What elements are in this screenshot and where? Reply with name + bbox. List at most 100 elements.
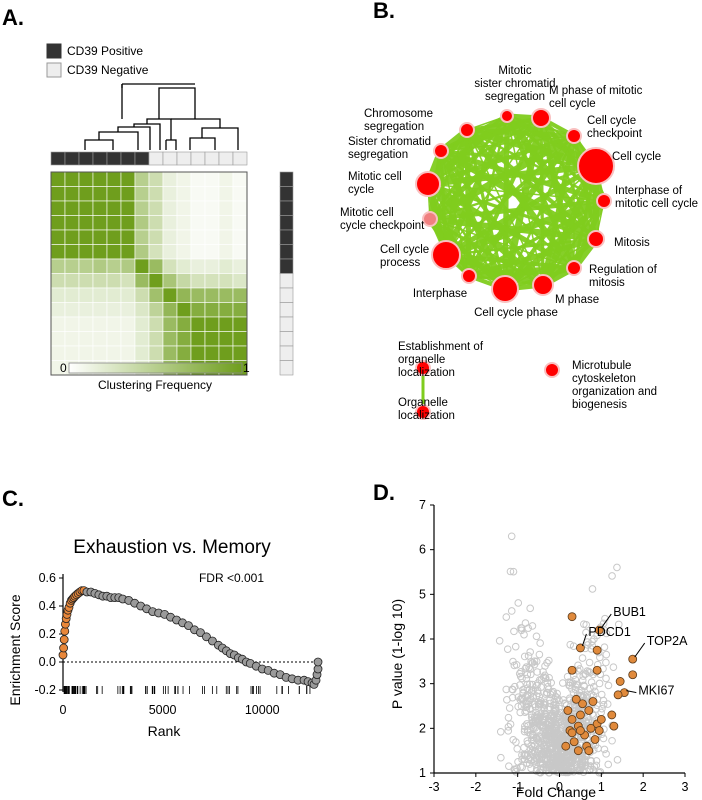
- matrix-cell: [162, 186, 178, 202]
- matrix-cell: [50, 186, 66, 202]
- volcano-bg-point: [522, 663, 531, 671]
- matrix-cell: [148, 345, 164, 361]
- matrix-cell: [92, 200, 108, 216]
- volcano-highlight-point: [609, 721, 619, 731]
- volcano-bg-point: [512, 738, 520, 746]
- volcano-bg-point: [520, 630, 528, 639]
- sample-class-bar: [50, 151, 248, 166]
- volcano-bg-point: [520, 722, 529, 730]
- volcano-x-tick-label: -3: [428, 780, 439, 794]
- matrix-cell: [106, 229, 122, 245]
- gsea-axes: -0.2 0.0 0.2 0.4 0.6 0 5000 10000: [34, 571, 322, 717]
- volcano-gene-label: TOP2A: [647, 634, 688, 648]
- matrix-cell: [162, 200, 178, 216]
- volcano-bg-point: [567, 755, 576, 764]
- volcano-bg-point: [537, 744, 546, 753]
- volcano-highlight-point: [567, 728, 577, 738]
- gsea-point: [208, 636, 217, 646]
- volcano-bg-point: [526, 680, 534, 689]
- matrix-cell: [204, 215, 220, 231]
- matrix-cell: [232, 302, 248, 318]
- matrix-cell: [162, 229, 178, 245]
- volcano-bg-point: [542, 763, 550, 772]
- network-edges: [424, 113, 608, 292]
- volcano-bg-point: [551, 704, 560, 713]
- volcano-bg-point: [588, 641, 597, 650]
- volcano-bg-point: [531, 747, 539, 755]
- matrix-cell: [64, 215, 80, 231]
- matrix-cell: [190, 273, 206, 289]
- network-edge: [438, 149, 508, 291]
- volcano-label-leader: [600, 613, 612, 629]
- matrix-cell: [120, 273, 136, 289]
- network-edge: [466, 128, 605, 203]
- volcano-bg-point: [509, 567, 518, 576]
- network-node: [415, 171, 441, 197]
- volcano-bg-point: [523, 680, 532, 689]
- volcano-bg-point: [592, 761, 601, 770]
- volcano-bg-point: [517, 667, 525, 676]
- colorbar-title: Clustering Frequency: [98, 378, 212, 392]
- volcano-bg-point: [528, 622, 537, 630]
- volcano-bg-point: [529, 686, 538, 694]
- matrix-cell: [134, 186, 150, 202]
- network-node: [431, 240, 461, 270]
- network-edge: [465, 129, 507, 290]
- matrix-cell: [92, 287, 108, 303]
- network-node-label: Mitosis: [614, 237, 650, 249]
- matrix-cell: [218, 229, 234, 245]
- volcano-bg-point: [585, 658, 594, 667]
- volcano-bg-point: [522, 703, 530, 712]
- volcano-bg-point: [528, 659, 536, 667]
- volcano-ylabel: P value (1-log 10): [389, 599, 405, 709]
- volcano-bg-point: [571, 685, 580, 694]
- network-edge: [425, 181, 546, 288]
- sample-class-sidebar: [279, 171, 294, 376]
- network-node-label: Cell cycle phase: [474, 307, 558, 319]
- volcano-bg-point: [578, 676, 587, 685]
- matrix-cell: [134, 200, 150, 216]
- volcano-highlight-point: [567, 715, 577, 724]
- volcano-bg-point: [513, 744, 522, 753]
- colorbar-min-label: 0: [60, 361, 67, 375]
- network-node: [459, 122, 475, 138]
- matrix-cell: [232, 258, 248, 274]
- volcano-highlight-point: [567, 612, 577, 622]
- volcano-bg-point: [524, 755, 533, 764]
- matrix-cell: [50, 287, 66, 303]
- matrix-cell: [134, 302, 150, 318]
- volcano-bg-point: [599, 700, 608, 709]
- matrix-cell: [92, 316, 108, 332]
- volcano-bg-point: [599, 696, 608, 705]
- matrix-cell: [134, 258, 150, 274]
- volcano-bg-point: [579, 768, 588, 776]
- network-node: [596, 193, 612, 209]
- volcano-bg-point: [523, 670, 532, 679]
- pair-label-establishment: Establishment of organelle localization: [398, 341, 484, 379]
- volcano-bg-point: [600, 643, 609, 651]
- matrix-cell: [106, 273, 122, 289]
- matrix-cell: [190, 258, 206, 274]
- volcano-bg-point: [503, 645, 512, 653]
- volcano-bg-point: [510, 627, 518, 636]
- volcano-bg-point: [557, 760, 565, 769]
- volcano-x-tick-label: -2: [470, 780, 481, 794]
- network-node-label: Mitotic cell cycle checkpoint: [340, 207, 425, 232]
- volcano-bg-point: [497, 753, 505, 762]
- matrix-cell: [162, 302, 178, 318]
- matrix-cell: [162, 244, 178, 260]
- matrix-cell: [64, 287, 80, 303]
- gsea-y-tick-label: -0.2: [34, 683, 56, 697]
- volcano-highlight-point: [567, 665, 577, 675]
- matrix-cell: [50, 273, 66, 289]
- sample-cell: [176, 151, 192, 166]
- matrix-cell: [92, 244, 108, 260]
- volcano-gene-labels: BUB1 PDCD1 TOP2A MKI67: [581, 605, 688, 698]
- matrix-cell: [92, 229, 108, 245]
- network-node-label: Cell cycle: [612, 151, 661, 163]
- volcano-x-tick-label: 3: [682, 780, 689, 794]
- network-node-label: Cell cycle checkpoint: [587, 115, 643, 140]
- volcano-bg-point: [529, 724, 538, 732]
- gsea-y-tick-label: 0.2: [39, 627, 56, 641]
- volcano-bg-point: [586, 762, 595, 770]
